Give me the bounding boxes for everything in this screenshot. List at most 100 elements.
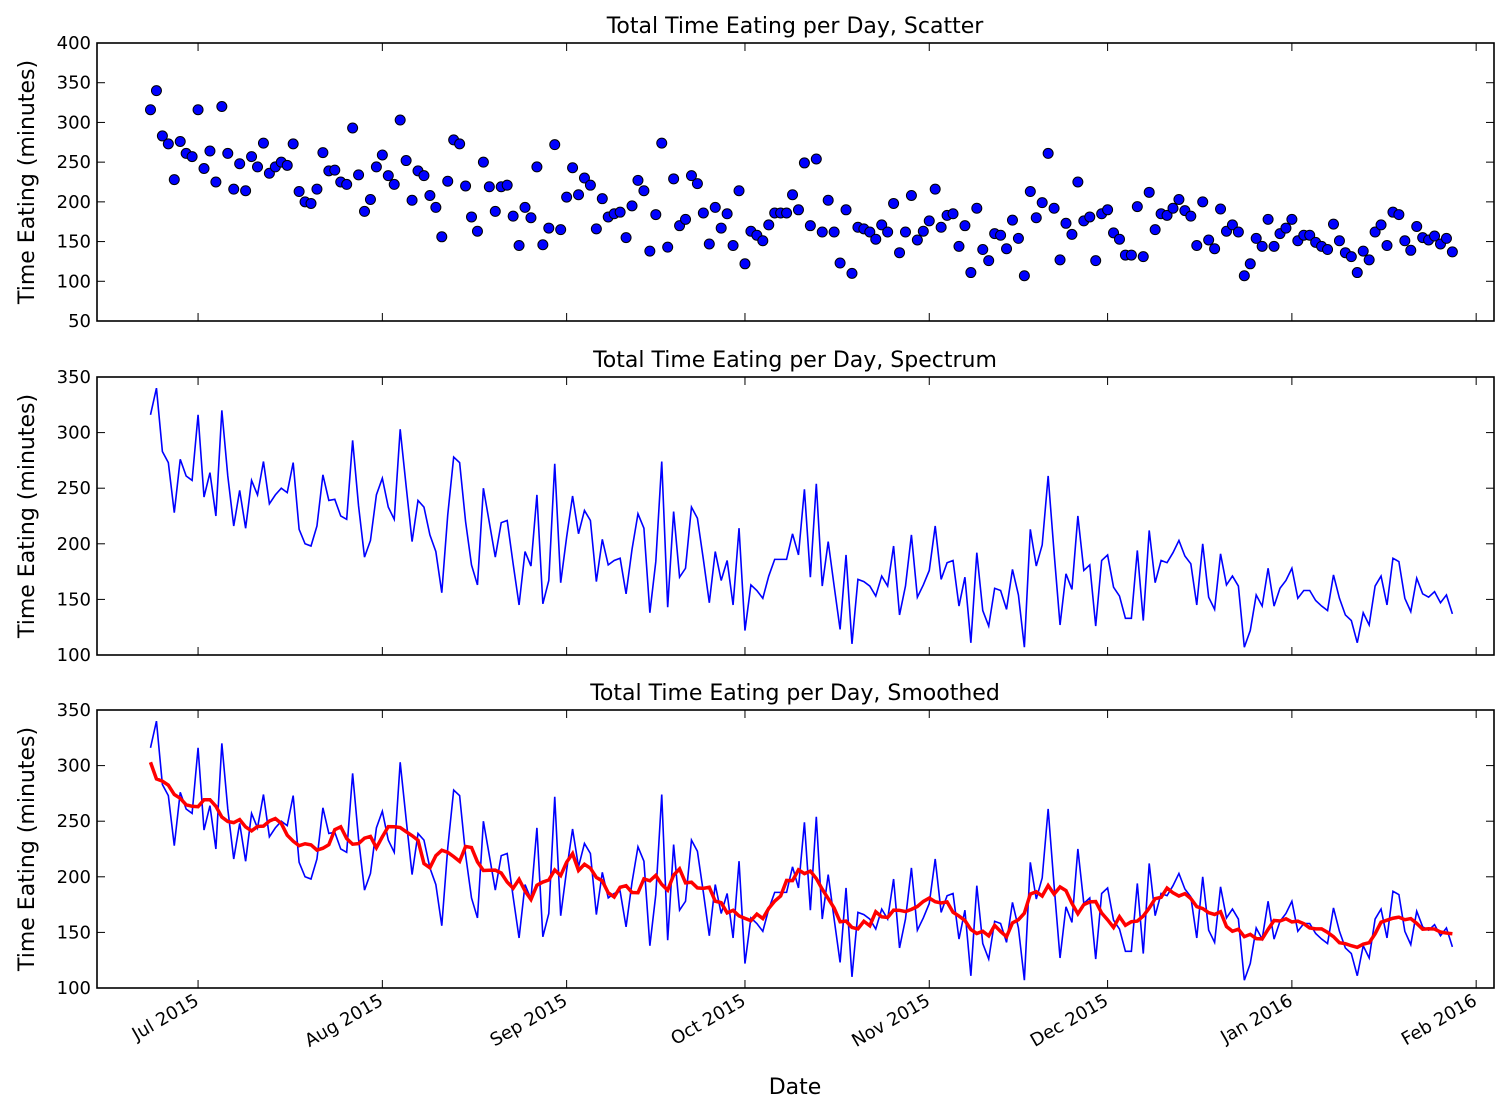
scatter-point	[305, 197, 317, 209]
scatter-point	[252, 161, 264, 173]
smoothed-panel: Total Time Eating per Day, Smoothed Time…	[15, 681, 1495, 1100]
scatter-point	[905, 190, 917, 202]
scatter-point	[977, 244, 989, 256]
scatter-panel: Total Time Eating per Day, Scatter Time …	[15, 14, 1495, 332]
y-tick-label: 400	[57, 33, 91, 54]
y-tick-label: 150	[57, 232, 91, 253]
y-tick-label: 150	[57, 589, 91, 610]
y-tick-label: 150	[57, 922, 91, 943]
smoothed-title: Total Time Eating per Day, Smoothed	[589, 681, 1000, 706]
scatter-point	[460, 180, 472, 192]
x-tick-label: Nov 2015	[848, 990, 934, 1052]
scatter-point	[1262, 213, 1274, 225]
scatter-point	[1369, 226, 1381, 238]
scatter-point	[995, 229, 1007, 241]
scatter-point	[1161, 209, 1173, 221]
scatter-point	[1363, 254, 1375, 266]
scatter-point	[1185, 210, 1197, 222]
scatter-point	[1001, 243, 1013, 255]
scatter-point	[489, 205, 501, 217]
scatter-point	[578, 172, 590, 184]
scatter-point	[1191, 240, 1203, 252]
scatter-point	[1149, 224, 1161, 236]
scatter-point	[186, 151, 198, 163]
scatter-point	[1054, 254, 1066, 266]
scatter-point	[162, 138, 174, 150]
scatter-point	[228, 183, 240, 195]
y-tick-label: 250	[57, 811, 91, 832]
scatter-point	[192, 104, 204, 116]
scatter-point	[894, 247, 906, 259]
scatter-point	[287, 138, 299, 150]
scatter-point	[174, 135, 186, 147]
scatter-point	[436, 231, 448, 243]
smoothed-x-ticks	[197, 710, 1477, 988]
scatter-point	[959, 220, 971, 232]
scatter-point	[971, 202, 983, 214]
scatter-point	[240, 185, 252, 197]
scatter-point	[513, 240, 525, 252]
scatter-point	[1226, 219, 1238, 231]
scatter-point	[1411, 220, 1423, 232]
scatter-point	[1012, 232, 1024, 244]
smoothed-lines	[148, 720, 1454, 981]
scatter-point	[632, 174, 644, 186]
scatter-point	[1203, 234, 1215, 246]
scatter-point	[424, 190, 436, 202]
scatter-point	[816, 226, 828, 238]
scatter-point	[1405, 244, 1417, 256]
y-tick-label: 350	[57, 700, 91, 721]
scatter-point	[198, 162, 210, 174]
scatter-point	[614, 206, 626, 218]
scatter-point	[680, 213, 692, 225]
scatter-point	[246, 151, 258, 163]
y-tick-label: 300	[57, 112, 91, 133]
scatter-point	[1304, 229, 1316, 241]
y-tick-label: 250	[57, 478, 91, 499]
scatter-point	[733, 185, 745, 197]
scatter-point	[953, 240, 965, 252]
scatter-point	[596, 193, 608, 205]
scatter-point	[156, 130, 168, 142]
scatter-point	[347, 122, 359, 134]
scatter-point	[1090, 255, 1102, 267]
y-tick-label: 250	[57, 152, 91, 173]
scatter-point	[216, 101, 228, 113]
scatter-point	[1357, 245, 1369, 257]
scatter-point	[697, 207, 709, 219]
scatter-point	[555, 224, 567, 236]
x-tick-label: Oct 2015	[667, 990, 749, 1050]
y-tick-label: 350	[57, 367, 91, 388]
scatter-point	[257, 137, 269, 149]
scatter-point	[376, 149, 388, 161]
y-tick-label: 300	[57, 756, 91, 777]
scatter-point	[1351, 267, 1363, 279]
scatter-y-ticks: 50 100 150 200 250 300 350 400	[57, 33, 1494, 332]
scatter-point	[418, 170, 430, 182]
scatter-point	[388, 178, 400, 190]
scatter-point	[442, 175, 454, 187]
scatter-point	[792, 204, 804, 216]
scatter-point	[1440, 232, 1452, 244]
scatter-point	[400, 155, 412, 167]
scatter-point	[477, 156, 489, 168]
spectrum-y-ticks: 100 150 200 250 300 350	[57, 367, 1494, 666]
scatter-axes-frame	[96, 42, 1495, 322]
scatter-point	[983, 255, 995, 267]
scatter-point	[1018, 270, 1030, 282]
spectrum-series-line	[149, 387, 1454, 648]
x-tick-label: Jan 2016	[1216, 990, 1296, 1048]
scatter-point	[1375, 219, 1387, 231]
scatter-point	[293, 186, 305, 198]
scatter-point	[567, 162, 579, 174]
y-tick-label: 350	[57, 73, 91, 94]
scatter-point	[1209, 243, 1221, 255]
scatter-point	[1066, 228, 1078, 240]
scatter-point	[466, 211, 478, 223]
spectrum-title: Total Time Eating per Day, Spectrum	[592, 348, 997, 373]
scatter-point	[359, 205, 371, 217]
scatter-point	[870, 233, 882, 245]
x-tick-label: Feb 2016	[1398, 990, 1481, 1050]
scatter-point	[454, 138, 466, 150]
spectrum-line	[149, 387, 1454, 648]
